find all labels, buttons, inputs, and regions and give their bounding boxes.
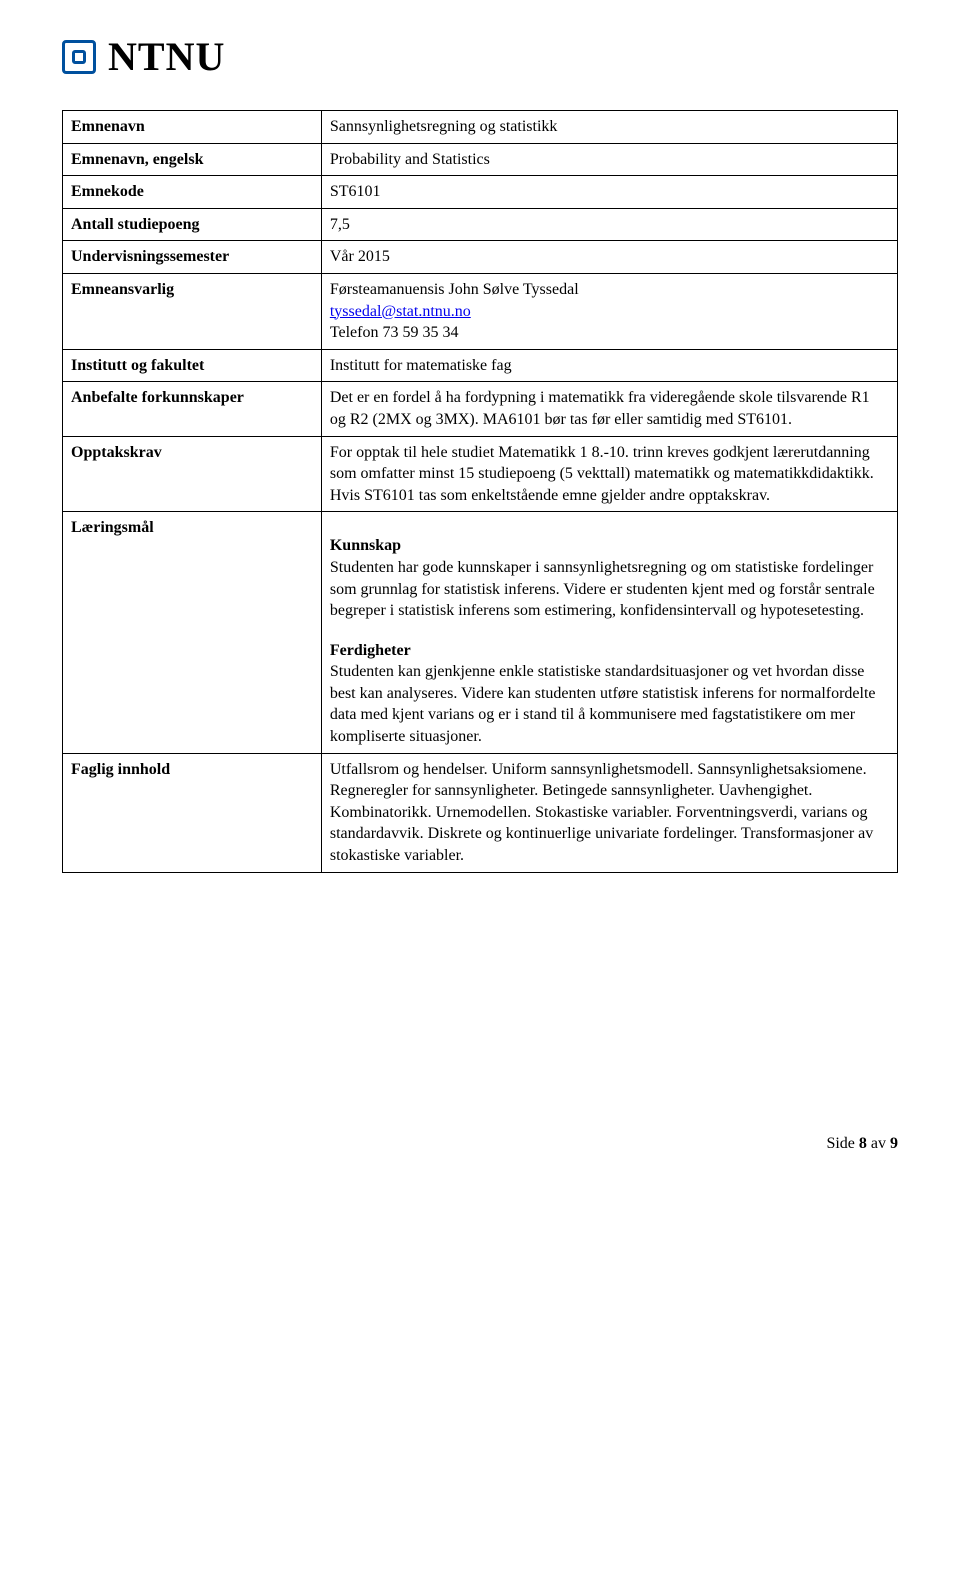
row-emnekode: Emnekode ST6101 bbox=[63, 176, 898, 209]
footer-side: Side bbox=[826, 1135, 858, 1152]
kunnskap-head: Kunnskap bbox=[330, 535, 889, 557]
label-semester: Undervisningssemester bbox=[63, 241, 322, 274]
row-studiepoeng: Antall studiepoeng 7,5 bbox=[63, 208, 898, 241]
value-ansvarlig: Førsteamanuensis John Sølve Tyssedal tys… bbox=[321, 273, 897, 349]
value-studiepoeng: 7,5 bbox=[321, 208, 897, 241]
value-emnenavn: Sannsynlighetsregning og statistikk bbox=[321, 111, 897, 144]
label-institutt: Institutt og fakultet bbox=[63, 349, 322, 382]
label-studiepoeng: Antall studiepoeng bbox=[63, 208, 322, 241]
ferdigheter-text: Studenten kan gjenkjenne enkle statistis… bbox=[330, 661, 889, 747]
row-laering: Læringsmål Kunnskap Studenten har gode k… bbox=[63, 512, 898, 753]
row-emnenavn: Emnenavn Sannsynlighetsregning og statis… bbox=[63, 111, 898, 144]
logo-icon bbox=[62, 40, 96, 74]
value-emnenavn-eng: Probability and Statistics bbox=[321, 143, 897, 176]
value-emnekode: ST6101 bbox=[321, 176, 897, 209]
label-ansvarlig: Emneansvarlig bbox=[63, 273, 322, 349]
logo-text: NTNU bbox=[108, 30, 225, 84]
value-faglig: Utfallsrom og hendelser. Uniform sannsyn… bbox=[321, 753, 897, 872]
label-emnekode: Emnekode bbox=[63, 176, 322, 209]
logo: NTNU bbox=[62, 30, 898, 84]
value-laering: Kunnskap Studenten har gode kunnskaper i… bbox=[321, 512, 897, 753]
label-emnenavn: Emnenavn bbox=[63, 111, 322, 144]
label-emnenavn-eng: Emnenavn, engelsk bbox=[63, 143, 322, 176]
label-opptak: Opptakskrav bbox=[63, 436, 322, 512]
row-emnenavn-eng: Emnenavn, engelsk Probability and Statis… bbox=[63, 143, 898, 176]
value-forkunnskaper: Det er en fordel å ha fordypning i matem… bbox=[321, 382, 897, 436]
value-opptak: For opptak til hele studiet Matematikk 1… bbox=[321, 436, 897, 512]
row-ansvarlig: Emneansvarlig Førsteamanuensis John Sølv… bbox=[63, 273, 898, 349]
row-institutt: Institutt og fakultet Institutt for mate… bbox=[63, 349, 898, 382]
footer-total: 9 bbox=[890, 1135, 898, 1152]
page-footer: Side 8 av 9 bbox=[62, 1133, 898, 1155]
ansvarlig-line1: Førsteamanuensis John Sølve Tyssedal bbox=[330, 279, 889, 301]
footer-page: 8 bbox=[859, 1135, 867, 1152]
label-forkunnskaper: Anbefalte forkunnskaper bbox=[63, 382, 322, 436]
footer-av: av bbox=[867, 1135, 890, 1152]
label-faglig: Faglig innhold bbox=[63, 753, 322, 872]
kunnskap-text: Studenten har gode kunnskaper i sannsynl… bbox=[330, 557, 889, 622]
label-laering: Læringsmål bbox=[63, 512, 322, 753]
value-institutt: Institutt for matematiske fag bbox=[321, 349, 897, 382]
row-opptak: Opptakskrav For opptak til hele studiet … bbox=[63, 436, 898, 512]
course-table: Emnenavn Sannsynlighetsregning og statis… bbox=[62, 110, 898, 873]
row-semester: Undervisningssemester Vår 2015 bbox=[63, 241, 898, 274]
ansvarlig-email-link[interactable]: tyssedal@stat.ntnu.no bbox=[330, 303, 471, 320]
row-faglig: Faglig innhold Utfallsrom og hendelser. … bbox=[63, 753, 898, 872]
value-semester: Vår 2015 bbox=[321, 241, 897, 274]
ansvarlig-line3: Telefon 73 59 35 34 bbox=[330, 322, 889, 344]
ferdigheter-head: Ferdigheter bbox=[330, 640, 889, 662]
row-forkunnskaper: Anbefalte forkunnskaper Det er en fordel… bbox=[63, 382, 898, 436]
